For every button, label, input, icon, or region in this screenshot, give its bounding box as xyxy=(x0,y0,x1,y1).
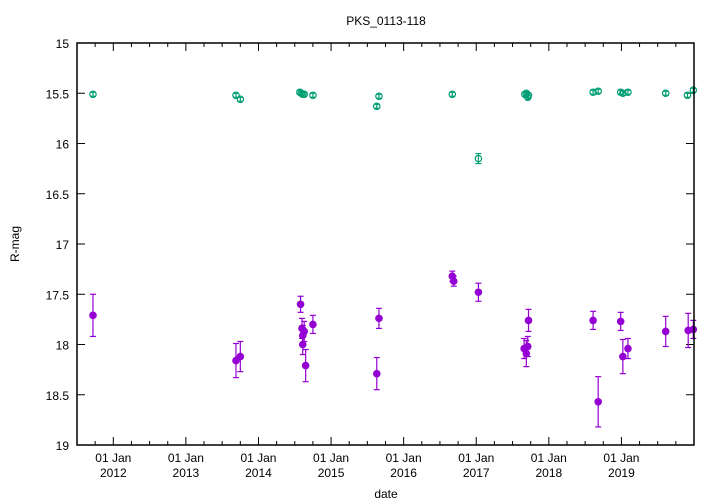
series-target xyxy=(89,270,698,428)
data-point xyxy=(683,91,692,100)
data-point xyxy=(309,91,317,100)
y-tick-label: 16.5 xyxy=(46,188,70,202)
data-point xyxy=(300,327,309,336)
y-tick-label: 15 xyxy=(56,37,70,51)
data-point xyxy=(236,95,245,104)
x-tick-label-day: 01 Jan xyxy=(95,451,131,465)
data-point xyxy=(375,92,383,101)
data-point xyxy=(372,102,381,111)
x-tick-label-day: 01 Jan xyxy=(168,451,204,465)
series-comparison xyxy=(89,86,698,165)
data-point xyxy=(619,352,627,361)
x-tick-label-day: 01 Jan xyxy=(603,451,639,465)
data-point xyxy=(89,90,97,99)
y-tick-label: 19 xyxy=(56,439,70,453)
data-point xyxy=(661,327,670,336)
data-point xyxy=(524,316,533,325)
x-tick-label-day: 01 Jan xyxy=(240,451,276,465)
x-tick-label-day: 01 Jan xyxy=(531,451,567,465)
y-axis-label: R-mag xyxy=(8,226,22,262)
data-point xyxy=(375,314,383,323)
data-point xyxy=(89,311,97,320)
data-point xyxy=(298,340,307,349)
data-point xyxy=(232,91,240,100)
data-point xyxy=(523,342,532,351)
y-tick-label: 16 xyxy=(56,138,70,152)
x-tick-label-year: 2017 xyxy=(463,466,490,480)
plot-frame xyxy=(76,42,695,446)
data-point xyxy=(589,88,597,97)
x-tick-label-year: 2019 xyxy=(608,466,635,480)
data-point xyxy=(474,288,483,297)
data-point xyxy=(372,369,381,378)
chart-title: PKS_0113-118 xyxy=(346,14,426,28)
x-tick-label-year: 2015 xyxy=(318,466,345,480)
y-tick-label: 18.5 xyxy=(46,389,70,403)
data-point xyxy=(594,397,602,406)
data-point xyxy=(301,361,310,370)
data-point xyxy=(589,316,597,325)
data-point xyxy=(619,89,627,98)
data-point xyxy=(616,317,625,326)
data-point xyxy=(309,320,317,329)
data-point xyxy=(236,352,245,361)
y-tick-label: 17 xyxy=(56,238,70,252)
data-point xyxy=(524,91,533,100)
data-point xyxy=(296,300,305,309)
y-tick-label: 18 xyxy=(56,339,70,353)
y-tick-label: 15.5 xyxy=(46,87,70,101)
x-tick-label-year: 2016 xyxy=(390,466,417,480)
data-point xyxy=(449,277,458,285)
y-tick-label: 17.5 xyxy=(46,288,70,302)
x-tick-label-day: 01 Jan xyxy=(313,451,349,465)
data-point xyxy=(300,90,309,99)
data-point xyxy=(661,89,670,98)
data-point xyxy=(474,154,483,163)
x-tick-label-year: 2014 xyxy=(245,466,272,480)
data-point xyxy=(624,88,632,97)
x-tick-label-year: 2012 xyxy=(100,466,127,480)
x-tick-label-day: 01 Jan xyxy=(386,451,422,465)
x-tick-label-day: 01 Jan xyxy=(458,451,494,465)
x-tick-label-year: 2018 xyxy=(535,466,562,480)
x-tick-label-year: 2013 xyxy=(173,466,200,480)
data-point xyxy=(448,90,457,99)
x-axis-label: date xyxy=(374,487,398,501)
data-point xyxy=(594,87,602,96)
data-marks xyxy=(89,86,698,428)
data-point xyxy=(624,344,632,353)
